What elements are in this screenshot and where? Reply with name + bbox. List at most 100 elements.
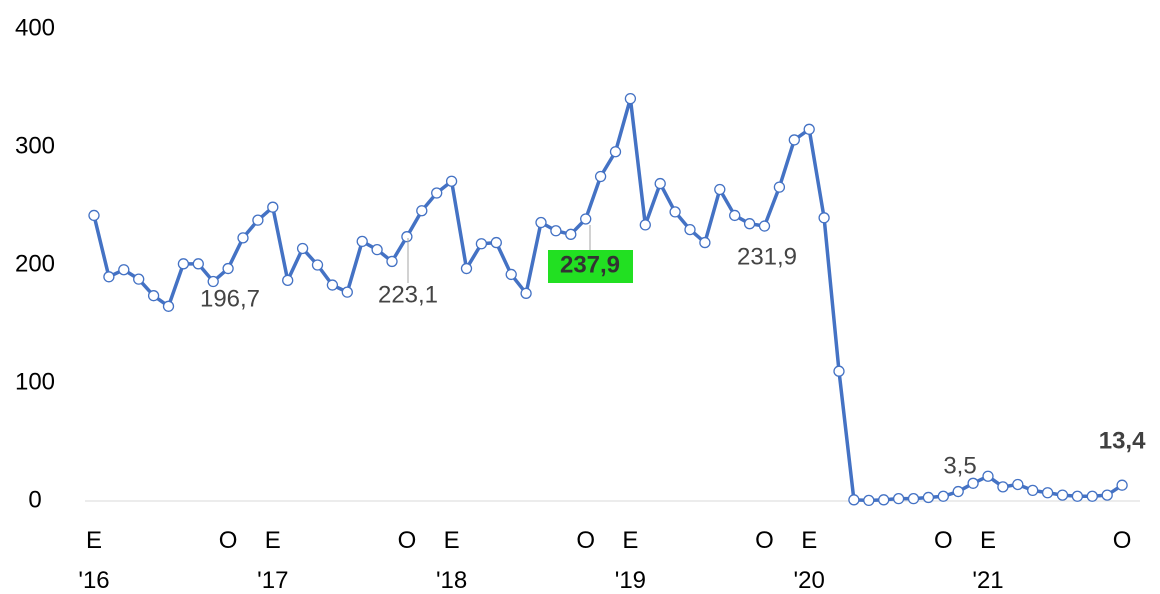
point xyxy=(520,287,532,299)
point xyxy=(550,225,562,237)
point xyxy=(1056,489,1069,501)
x-tick-line: '16 xyxy=(78,567,109,594)
point xyxy=(192,258,204,270)
data-label: 13,4 xyxy=(1099,428,1146,455)
point xyxy=(803,123,815,135)
point xyxy=(743,218,756,230)
point xyxy=(1012,478,1024,491)
x-tick-line: '17 xyxy=(257,567,288,594)
point xyxy=(445,175,458,187)
x-tick-line: O xyxy=(219,527,238,554)
point xyxy=(773,181,786,193)
y-tick-label: 0 xyxy=(28,486,41,513)
x-tick-label: O xyxy=(219,527,238,554)
point xyxy=(103,271,115,283)
point xyxy=(118,264,130,276)
annotation: 196,7 xyxy=(200,285,260,312)
point xyxy=(162,300,175,312)
y-tick-label: 100 xyxy=(15,368,55,395)
point xyxy=(1071,490,1084,502)
x-tick-label: E '19 xyxy=(615,527,646,594)
point xyxy=(460,262,473,275)
x-tick-line: E xyxy=(86,527,102,554)
point xyxy=(386,255,398,268)
x-tick-line: E xyxy=(980,527,996,554)
point xyxy=(267,201,279,213)
point xyxy=(222,262,234,275)
point xyxy=(982,470,994,482)
point xyxy=(654,177,666,190)
point xyxy=(967,477,979,489)
point xyxy=(937,490,949,502)
point xyxy=(431,187,443,199)
point xyxy=(565,228,577,240)
x-tick-label: O xyxy=(1113,527,1132,554)
point xyxy=(282,274,294,286)
point xyxy=(594,170,607,183)
point xyxy=(341,286,353,298)
x-tick-label: O xyxy=(576,527,595,554)
x-tick-label: E '16 xyxy=(78,527,109,594)
point xyxy=(401,231,413,243)
x-tick-label: O xyxy=(398,527,417,554)
x-tick-line: O xyxy=(576,527,595,554)
point xyxy=(88,209,100,222)
point xyxy=(624,92,637,105)
x-tick-label: E '20 xyxy=(794,527,825,594)
y-tick-label: 200 xyxy=(15,250,55,277)
point xyxy=(252,214,264,226)
series-line xyxy=(92,96,1124,503)
point xyxy=(490,236,502,249)
point xyxy=(892,492,905,505)
x-tick-line: O xyxy=(398,527,417,554)
point xyxy=(1041,487,1054,499)
point xyxy=(296,242,309,255)
y-tick-label: 300 xyxy=(15,132,55,159)
point xyxy=(580,213,592,225)
point xyxy=(758,220,771,232)
point xyxy=(729,209,741,222)
point xyxy=(699,236,711,249)
point xyxy=(833,365,845,377)
point xyxy=(952,485,964,498)
x-tick-line: O xyxy=(934,527,953,554)
point xyxy=(609,146,622,158)
x-tick-label: E '17 xyxy=(257,527,288,594)
point xyxy=(207,275,219,288)
point xyxy=(669,206,681,218)
x-tick-line: O xyxy=(1113,527,1132,554)
point xyxy=(714,183,726,196)
point xyxy=(475,238,488,250)
annotation: 223,1 xyxy=(378,281,438,308)
x-tick-line: E xyxy=(265,527,281,554)
x-tick-label: E '21 xyxy=(972,527,1003,594)
x-tick-line: '19 xyxy=(615,567,646,594)
point xyxy=(356,235,368,248)
point xyxy=(1027,484,1039,497)
x-tick-label: O xyxy=(934,527,953,554)
point xyxy=(684,223,696,236)
point xyxy=(535,216,547,229)
point xyxy=(818,212,830,224)
point xyxy=(788,134,800,146)
y-tick-label: 400 xyxy=(15,14,55,41)
point xyxy=(147,290,160,302)
point xyxy=(177,258,190,270)
point xyxy=(1116,479,1128,491)
annotation: 3,5 xyxy=(943,452,976,479)
x-tick-line: '21 xyxy=(972,567,1003,594)
annotation: 231,9 xyxy=(737,243,797,270)
point xyxy=(237,232,249,244)
x-tick-line: '20 xyxy=(794,567,825,594)
x-tick-line: E xyxy=(801,527,817,554)
x-tick-line: O xyxy=(755,527,774,554)
x-tick-line: E xyxy=(444,527,460,554)
point xyxy=(326,279,339,291)
point xyxy=(505,268,517,281)
point xyxy=(1086,490,1098,502)
point xyxy=(848,494,860,506)
point xyxy=(1101,489,1113,501)
point xyxy=(311,259,324,271)
point xyxy=(371,244,383,256)
